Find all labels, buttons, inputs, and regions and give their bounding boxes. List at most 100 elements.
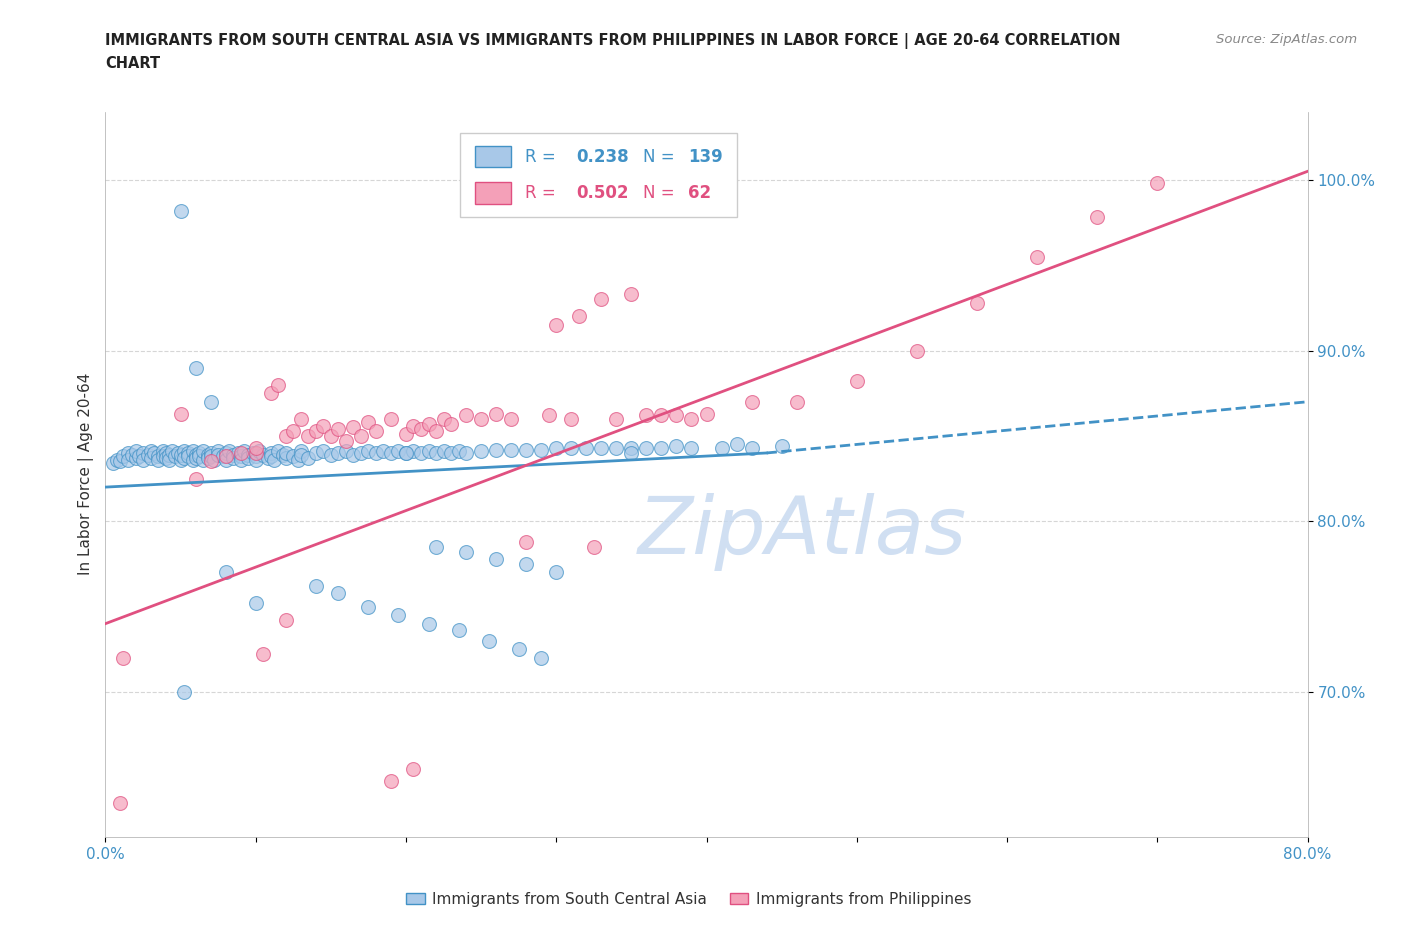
Point [373,444,395,458]
Point [380,773,402,788]
Point [605,441,627,456]
Point [197,447,219,462]
Point [169,406,191,421]
Point [256,451,278,466]
Text: N =: N = [643,184,679,202]
Point [173,684,195,699]
Point [537,408,560,423]
Point [128,449,150,464]
Point [305,423,328,438]
Point [335,444,357,458]
Point [222,451,245,466]
Point [591,292,613,307]
Point [245,445,267,460]
Point [905,343,928,358]
Point [432,444,454,458]
Point [173,451,195,466]
Point [112,650,135,665]
Point [328,421,350,436]
Point [245,596,267,611]
Point [636,441,658,456]
Point [139,444,162,458]
Point [636,408,658,423]
Point [152,444,174,458]
Point [665,439,688,454]
Point [350,445,373,460]
Point [454,408,477,423]
Point [214,565,236,580]
Point [290,411,312,426]
Point [260,445,283,460]
Point [169,447,191,462]
FancyBboxPatch shape [474,146,510,167]
Point [202,452,225,467]
Point [136,447,159,462]
Point [725,437,748,452]
Point [124,444,146,458]
Point [191,452,214,467]
Point [681,441,703,456]
Point [425,539,447,554]
Point [160,444,183,458]
Point [560,411,582,426]
Point [546,565,568,580]
Point [508,642,530,657]
Point [238,451,260,466]
Point [200,445,222,460]
Point [157,447,180,462]
Point [169,452,191,467]
Text: N =: N = [643,148,679,166]
Point [290,447,312,462]
Point [546,441,568,456]
Point [560,441,582,456]
Point [252,647,274,662]
Text: R =: R = [524,184,561,202]
Point [245,449,267,464]
Point [387,444,409,458]
Point [357,599,380,614]
Point [620,445,643,460]
Point [222,447,245,462]
Point [121,447,143,462]
Point [274,613,297,628]
Point [342,420,364,435]
Point [650,441,672,456]
FancyBboxPatch shape [460,133,737,217]
Point [110,795,132,810]
Point [155,451,177,466]
Point [173,444,195,458]
Point [218,444,240,458]
Point [271,447,294,462]
Point [214,449,236,464]
Point [238,447,260,462]
Text: IMMIGRANTS FROM SOUTH CENTRAL ASIA VS IMMIGRANTS FROM PHILIPPINES IN LABOR FORCE: IMMIGRANTS FROM SOUTH CENTRAL ASIA VS IM… [105,33,1121,48]
Point [425,445,447,460]
Point [191,444,214,458]
Point [312,418,335,433]
Point [184,360,207,375]
Point [485,406,508,421]
Point [297,429,319,444]
Point [380,445,402,460]
Y-axis label: In Labor Force | Age 20-64: In Labor Force | Age 20-64 [79,373,94,576]
Point [112,449,135,464]
Point [402,762,425,777]
Point [440,445,463,460]
Text: 139: 139 [689,148,723,166]
Point [515,534,537,549]
Point [274,429,297,444]
Point [485,551,508,566]
Text: ZipAtlas: ZipAtlas [638,493,967,571]
Point [305,578,328,593]
Point [501,411,523,426]
Point [582,539,605,554]
Text: 0.502: 0.502 [576,184,628,202]
Point [380,411,402,426]
Text: 62: 62 [689,184,711,202]
Point [132,452,155,467]
Point [515,556,537,571]
Point [741,441,763,456]
Point [242,445,264,460]
Point [283,449,305,464]
Point [605,411,627,426]
